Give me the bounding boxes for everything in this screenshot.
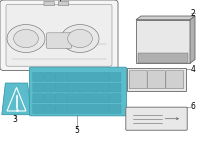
FancyBboxPatch shape xyxy=(111,72,121,81)
FancyBboxPatch shape xyxy=(33,83,43,92)
FancyBboxPatch shape xyxy=(100,94,110,103)
FancyBboxPatch shape xyxy=(46,33,72,48)
Text: 6: 6 xyxy=(191,102,195,111)
FancyBboxPatch shape xyxy=(100,83,110,92)
FancyBboxPatch shape xyxy=(58,1,69,6)
FancyBboxPatch shape xyxy=(66,105,76,113)
FancyBboxPatch shape xyxy=(100,105,110,113)
FancyBboxPatch shape xyxy=(77,83,88,92)
Text: 5: 5 xyxy=(75,126,79,135)
FancyBboxPatch shape xyxy=(55,72,65,81)
FancyBboxPatch shape xyxy=(129,71,147,89)
Text: 1: 1 xyxy=(58,0,62,7)
FancyBboxPatch shape xyxy=(44,94,54,103)
FancyBboxPatch shape xyxy=(33,94,43,103)
Circle shape xyxy=(14,29,38,48)
FancyBboxPatch shape xyxy=(44,1,54,6)
FancyBboxPatch shape xyxy=(44,83,54,92)
FancyBboxPatch shape xyxy=(77,72,88,81)
Circle shape xyxy=(7,25,45,52)
FancyBboxPatch shape xyxy=(88,105,99,113)
FancyBboxPatch shape xyxy=(77,105,88,113)
Polygon shape xyxy=(7,87,26,111)
FancyBboxPatch shape xyxy=(29,67,127,116)
FancyBboxPatch shape xyxy=(111,105,121,113)
FancyBboxPatch shape xyxy=(111,94,121,103)
Bar xyxy=(138,53,188,63)
FancyBboxPatch shape xyxy=(66,94,76,103)
FancyBboxPatch shape xyxy=(88,83,99,92)
Polygon shape xyxy=(2,83,31,115)
FancyBboxPatch shape xyxy=(44,72,54,81)
Text: 3: 3 xyxy=(13,115,17,124)
FancyBboxPatch shape xyxy=(88,72,99,81)
FancyBboxPatch shape xyxy=(55,94,65,103)
FancyBboxPatch shape xyxy=(166,71,184,89)
FancyBboxPatch shape xyxy=(33,105,43,113)
FancyBboxPatch shape xyxy=(0,0,118,71)
Text: 2: 2 xyxy=(191,9,195,18)
FancyBboxPatch shape xyxy=(148,71,165,89)
FancyBboxPatch shape xyxy=(100,72,110,81)
Text: 4: 4 xyxy=(191,65,195,74)
Polygon shape xyxy=(136,16,195,20)
Circle shape xyxy=(61,25,99,52)
FancyBboxPatch shape xyxy=(33,72,43,81)
FancyBboxPatch shape xyxy=(111,83,121,92)
FancyBboxPatch shape xyxy=(66,72,76,81)
Bar xyxy=(136,20,190,63)
FancyBboxPatch shape xyxy=(88,94,99,103)
Circle shape xyxy=(68,29,92,48)
FancyBboxPatch shape xyxy=(55,105,65,113)
FancyBboxPatch shape xyxy=(66,83,76,92)
FancyBboxPatch shape xyxy=(6,4,112,66)
Polygon shape xyxy=(190,16,195,63)
Bar xyxy=(127,68,186,91)
FancyBboxPatch shape xyxy=(55,83,65,92)
FancyBboxPatch shape xyxy=(126,107,187,130)
FancyBboxPatch shape xyxy=(44,105,54,113)
FancyBboxPatch shape xyxy=(77,94,88,103)
